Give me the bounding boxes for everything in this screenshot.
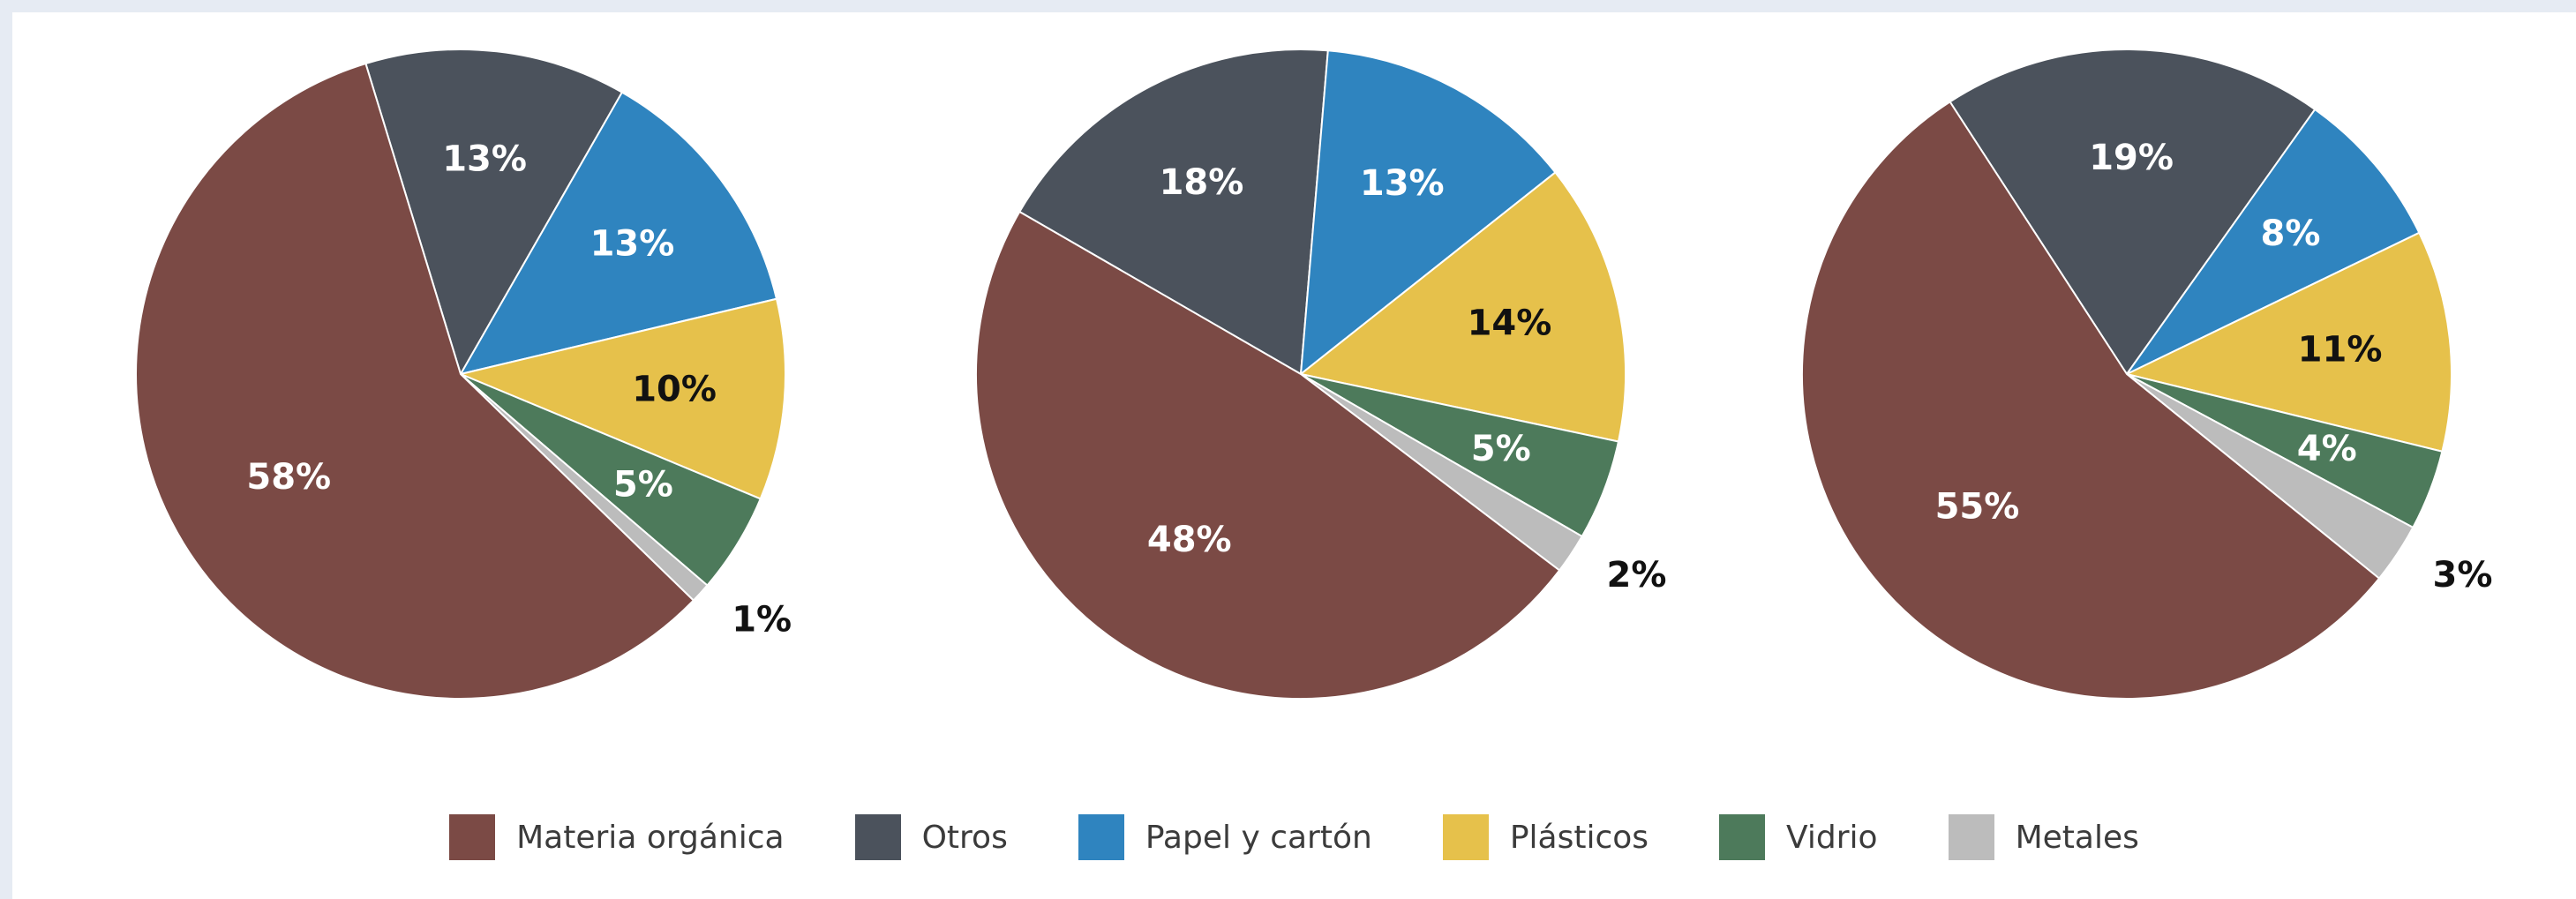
legend-item-otros: Otros — [854, 814, 1008, 860]
pie-slice-papel-carton — [1299, 49, 1557, 377]
data-label-otros: 13% — [442, 139, 527, 180]
data-label-papel-carton: 13% — [590, 224, 675, 265]
chart-canvas: 13% 13% 10% 5% 1% 58% 18% 13% 14% 5% 2% 48% 19% 8% 11%… — [12, 12, 2576, 899]
data-label-papel-carton: 8% — [2261, 214, 2321, 254]
data-label-otros: 19% — [2089, 138, 2174, 178]
data-label-plasticos: 14% — [1468, 303, 1552, 344]
pie-chart-1: 13% 13% 10% 5% 1% 58% — [135, 49, 792, 700]
data-label-vidrio: 5% — [613, 464, 673, 505]
legend-item-vidrio: Vidrio — [1719, 814, 1878, 860]
legend-label: Otros — [921, 819, 1008, 856]
data-label-plasticos: 11% — [2298, 330, 2383, 371]
legend-item-metales: Metales — [1948, 814, 2139, 860]
data-label-materia-organica: 55% — [1935, 487, 2020, 528]
data-label-papel-carton: 13% — [1360, 163, 1445, 204]
legend-swatch — [449, 814, 496, 860]
legend-label: Materia orgánica — [516, 819, 785, 856]
data-label-materia-organica: 48% — [1147, 520, 1232, 560]
legend-swatch — [1078, 814, 1124, 860]
data-label-metales: 2% — [1606, 555, 1666, 596]
pie-slice-papel-carton — [458, 91, 778, 376]
pie-slice-materia-organica — [135, 62, 695, 700]
pie-slice-papel-carton — [2126, 108, 2421, 375]
legend-label: Vidrio — [1786, 819, 1878, 856]
legend-item-papel-carton: Papel y cartón — [1078, 814, 1372, 860]
data-label-metales: 1% — [732, 600, 792, 641]
legend-swatch — [854, 814, 901, 860]
pie-chart-3: 19% 8% 11% 4% 3% 55% — [1801, 49, 2492, 700]
legend-label: Plásticos — [1509, 819, 1649, 856]
legend: Materia orgánica Otros Papel y cartón Pl… — [12, 789, 2576, 886]
pie-slice-plasticos — [2124, 231, 2452, 453]
pie-charts: 13% 13% 10% 5% 1% 58% 18% 13% 14% 5% 2% 48% 19% 8% 11%… — [135, 49, 2492, 700]
pie-slice-plasticos — [1298, 171, 1627, 443]
legend-swatch — [1948, 814, 1994, 860]
pie-chart-2: 18% 13% 14% 5% 2% 48% — [975, 49, 1666, 700]
pie-slice-otros — [364, 49, 624, 377]
legend-item-materia-organica: Materia orgánica — [449, 814, 785, 860]
data-label-metales: 3% — [2432, 555, 2492, 596]
legend-label: Papel y cartón — [1145, 819, 1372, 856]
pie-slice-plasticos — [457, 297, 786, 500]
pie-slice-materia-organica — [975, 210, 1561, 700]
pie-slice-materia-organica — [1801, 100, 2381, 700]
data-label-vidrio: 5% — [1471, 429, 1531, 469]
pie-slice-otros — [1949, 49, 2317, 376]
data-label-otros: 18% — [1160, 162, 1244, 203]
legend-label: Metales — [2015, 819, 2139, 856]
data-label-vidrio: 4% — [2297, 429, 2357, 469]
data-label-plasticos: 10% — [632, 369, 717, 409]
legend-item-plasticos: Plásticos — [1442, 814, 1649, 860]
pie-slice-otros — [1018, 49, 1329, 376]
legend-swatch — [1442, 814, 1489, 860]
legend-swatch — [1719, 814, 1766, 860]
data-label-materia-organica: 58% — [246, 457, 331, 498]
